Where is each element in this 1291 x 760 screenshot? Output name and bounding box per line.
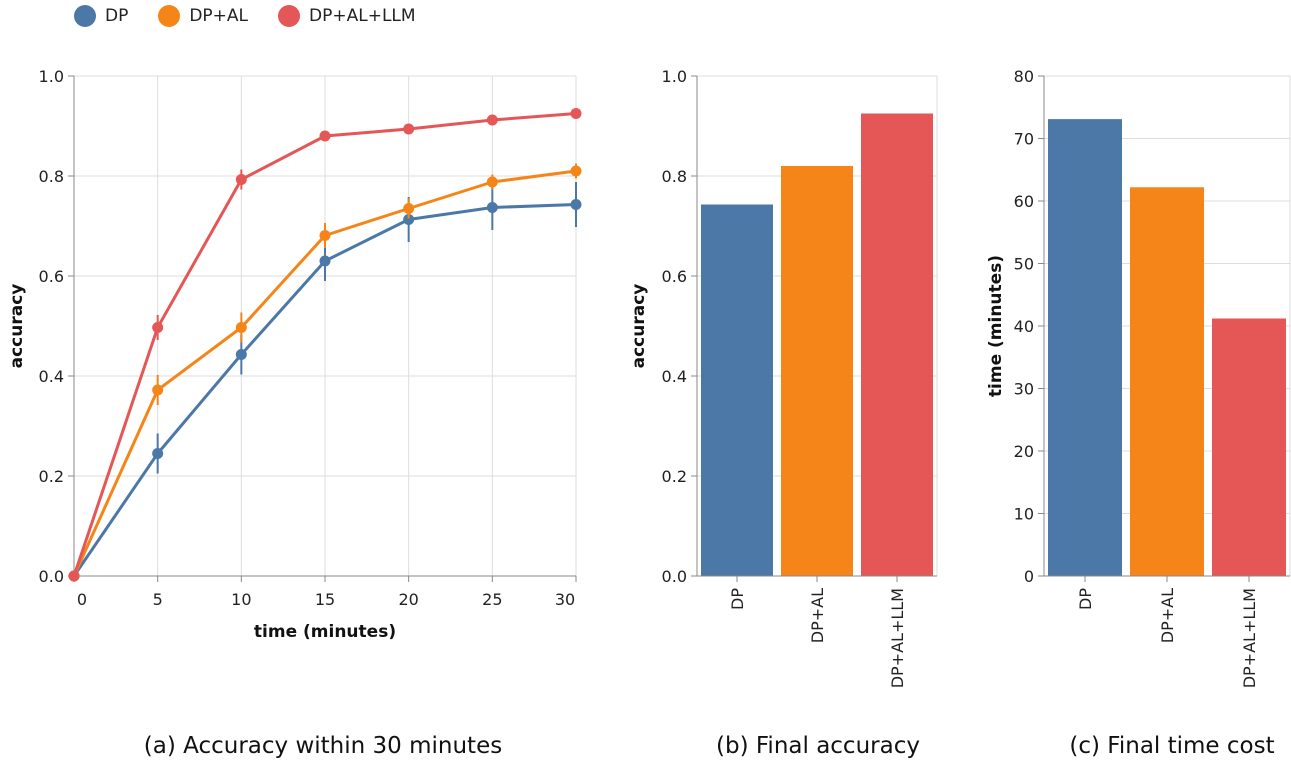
y-tick-label: 30 [1014,380,1034,399]
data-point [319,230,331,241]
x-tick-label: 0 [77,590,87,609]
legend-swatch-dp-al [158,5,181,27]
data-point [403,203,415,214]
data-point [403,123,415,135]
data-point [570,199,582,210]
y-tick-label: 0.0 [39,567,64,586]
y-tick-label: 80 [1014,67,1034,86]
legend-item-dp-al: DP+AL [158,5,248,27]
caption-c: (c) Final time cost [1069,733,1274,759]
data-point [570,165,582,177]
x-tick-label: 5 [153,590,163,609]
data-point [152,322,164,333]
y-tick-label: 10 [1014,505,1034,524]
bar-dp-al [781,166,853,576]
y-tick-label: 0.8 [39,167,64,186]
data-point [68,570,80,582]
x-axis-title: time (minutes) [254,622,396,642]
y-axis-title: accuracy [629,284,649,369]
y-tick-label: 20 [1014,442,1034,461]
y-tick-label: 1.0 [662,67,687,86]
y-tick-label: 0.4 [39,367,64,386]
data-point [235,174,247,185]
data-point [152,384,164,396]
x-tick-label: 30 [555,590,575,609]
x-tick-label: 20 [398,590,418,609]
y-tick-label: 0.0 [662,567,687,586]
chart-final-accuracy: 0.0 0.2 0.4 0.6 0.8 1.0 DP DP+AL DP+AL+LLM accura… [629,67,938,688]
y-tick-label: 0.6 [662,267,687,286]
data-point [403,214,415,225]
caption-a: (a) Accuracy within 30 minutes [144,733,502,759]
y-tick-label: 40 [1014,317,1034,336]
y-tick-label: 1.0 [39,67,64,86]
data-point [319,255,331,267]
bar-dp-al-llm [861,113,933,576]
legend-swatch-dp-al-llm [278,5,301,27]
series-dp-al-llm [68,108,582,582]
data-point [235,322,247,333]
data-point [152,448,164,459]
y-tick-label: 0.2 [39,467,64,486]
legend-label-dp: DP [105,6,129,26]
x-tick-label: 10 [231,590,251,609]
legend-item-dp-al-llm: DP+AL+LLM [278,5,416,27]
y-axis-title: accuracy [7,284,27,369]
bar-dp [701,204,773,576]
data-point [319,130,331,142]
data-point [486,202,498,213]
chart-final-time-cost: 0 10 20 30 40 50 60 70 80 DP DP+AL DP+AL+LLM time (m… [986,67,1291,688]
y-tick-label: 0.4 [662,367,687,386]
y-tick-label: 0.8 [662,167,687,186]
legend-label-dp-al: DP+AL [189,6,249,26]
bar-dp-al-llm [1212,318,1286,576]
x-tick-label: DP+AL+LLM [888,588,907,688]
data-point [486,114,498,126]
data-point [570,108,582,119]
y-tick-label: 0 [1024,567,1034,586]
y-tick-label: 0.6 [39,267,64,286]
legend: DP DP+AL DP+AL+LLM [0,0,446,32]
legend-item-dp: DP [74,5,128,27]
caption-b: (b) Final accuracy [716,733,920,759]
x-tick-label: DP+AL [808,588,827,643]
x-tick-label: 25 [482,590,502,609]
y-tick-label: 50 [1014,255,1034,274]
y-tick-label: 70 [1014,130,1034,149]
legend-swatch-dp [74,5,96,27]
x-tick-label: DP [1076,588,1095,610]
x-tick-label: DP+AL+LLM [1240,588,1259,688]
y-tick-label: 60 [1014,192,1034,211]
x-tick-label: 15 [315,590,335,609]
x-tick-label: DP+AL [1158,588,1177,643]
bar-dp [1048,119,1122,576]
data-point [235,349,247,360]
data-point [486,176,498,188]
chart-accuracy-over-time: 0.0 0.2 0.4 0.6 0.8 1.0 0 5 10 15 20 25 30 time (minu… [7,67,582,642]
bar-dp-al [1130,187,1204,576]
legend-label-dp-al-llm: DP+AL+LLM [309,6,416,26]
y-tick-label: 0.2 [662,467,687,486]
x-tick-label: DP [728,588,747,610]
y-axis-title: time (minutes) [986,255,1006,397]
